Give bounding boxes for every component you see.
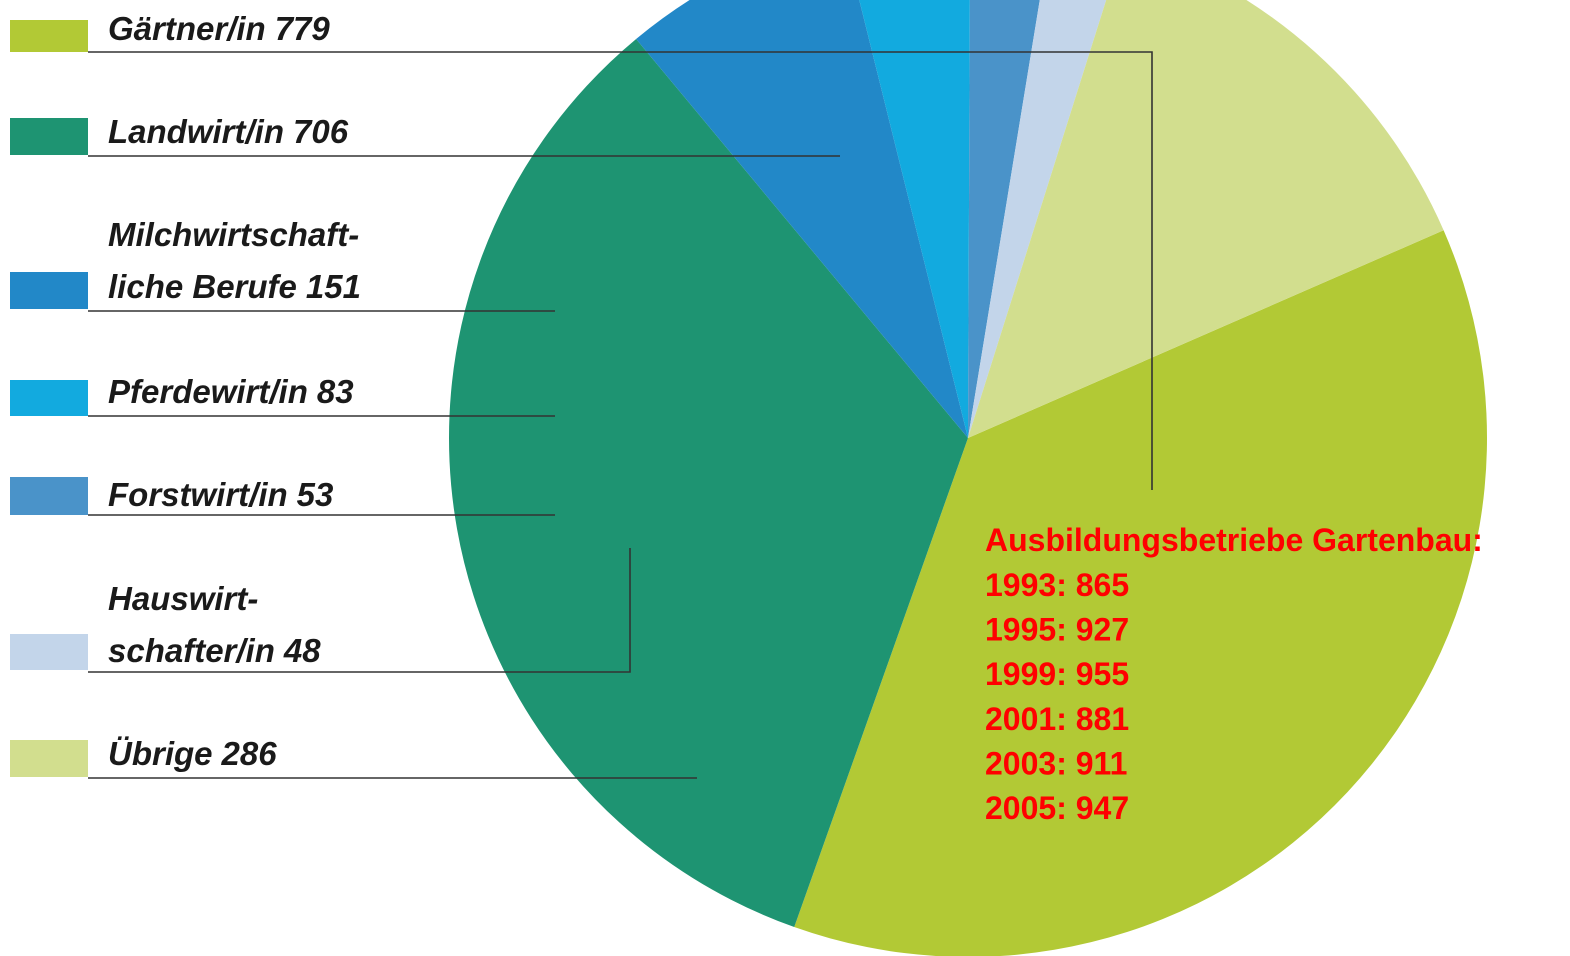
legend-value: 151 <box>306 268 361 305</box>
legend-label: Pferdewirt/in <box>108 373 308 410</box>
legend-label-line: Übrige <box>108 735 213 772</box>
legend-label: Forstwirt/in <box>108 476 288 513</box>
pie-slice <box>636 0 968 438</box>
legend-value: 83 <box>317 373 354 410</box>
pie-slice <box>968 0 1444 438</box>
legend-label-line: liche Berufe <box>108 268 297 305</box>
legend-swatch <box>10 380 88 416</box>
legend-swatch <box>10 272 88 309</box>
legend: Gärtner/in 779 Landwirt/in 706 Milchwirtscha… <box>10 10 361 777</box>
pie-slice <box>448 38 968 928</box>
legend-label: Übrige <box>108 735 213 772</box>
annotation-line: 1995: 927 <box>985 612 1129 648</box>
annotation-line: 1999: 955 <box>985 656 1129 692</box>
pie-slice <box>968 0 1040 438</box>
leader-line <box>88 51 1153 490</box>
legend-value: 779 <box>275 10 331 47</box>
legend-label: Hauswirt-schafter/in <box>108 580 275 669</box>
annotation-line: 2005: 947 <box>985 790 1129 826</box>
legend-label: Gärtner/in <box>108 10 266 47</box>
legend-swatch <box>10 477 88 515</box>
legend-label-line: Pferdewirt/in <box>108 373 308 410</box>
pie-slice <box>794 230 1487 956</box>
annotation: Ausbildungsbetriebe Gartenbau: 1993: 865 1… <box>985 522 1483 826</box>
leader-lines <box>88 51 1153 779</box>
legend-value: 48 <box>283 632 321 669</box>
legend-swatch <box>10 20 88 52</box>
legend-label-line: Landwirt/in <box>108 113 284 150</box>
legend-label-line: Milchwirtschaft- <box>108 216 359 253</box>
legend-label: Milchwirtschaft-liche Berufe <box>108 216 359 305</box>
annotation-title: Ausbildungsbetriebe Gartenbau: <box>985 522 1483 558</box>
annotation-line: 1993: 865 <box>985 567 1129 603</box>
annotation-line: 2003: 911 <box>985 745 1127 781</box>
pie-slice <box>859 0 970 438</box>
legend-label: Landwirt/in <box>108 113 284 150</box>
legend-label-line: schafter/in <box>108 632 275 669</box>
legend-value: 286 <box>221 735 278 772</box>
legend-value: 706 <box>293 113 349 150</box>
pie <box>448 0 1487 956</box>
legend-label-line: Gärtner/in <box>108 10 266 47</box>
annotation-line: 2001: 881 <box>985 701 1129 737</box>
leader-line <box>88 548 631 673</box>
legend-value: 53 <box>297 476 334 513</box>
pie-slice <box>968 0 1107 438</box>
legend-swatch <box>10 740 88 777</box>
legend-swatch <box>10 634 88 670</box>
legend-label-line: Forstwirt/in <box>108 476 288 513</box>
legend-swatch <box>10 118 88 155</box>
legend-label-line: Hauswirt- <box>108 580 258 617</box>
